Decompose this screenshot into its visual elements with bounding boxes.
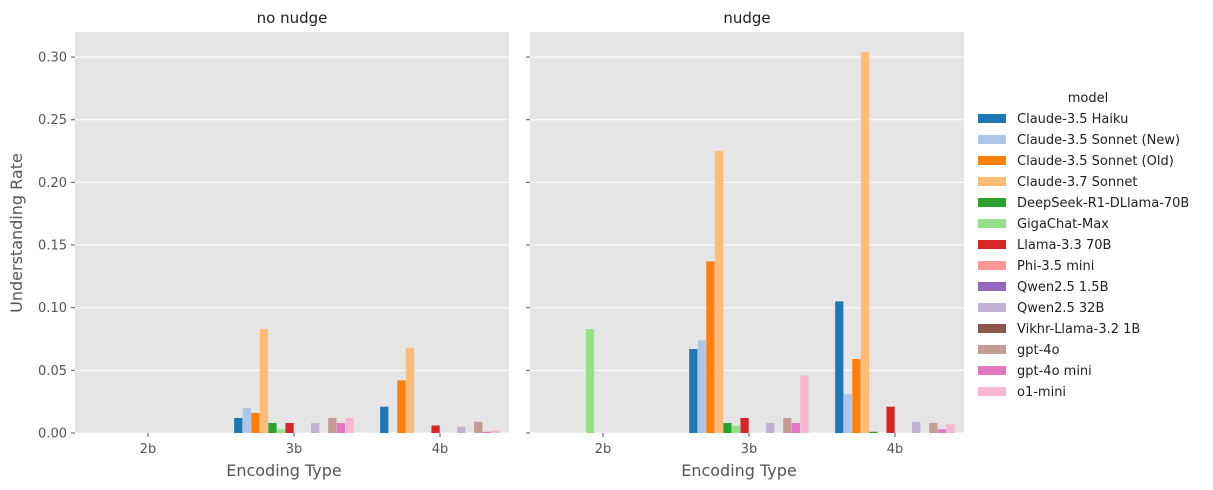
bar [251,412,260,433]
y-tick-label: 0.25 [38,113,67,128]
y-axis-label: Understanding Rate [7,153,26,313]
bar [242,407,251,433]
x-tick-label: 3b [741,442,758,457]
legend-swatch [978,303,1006,312]
legend-swatch [978,156,1006,165]
legend-swatch [978,240,1006,249]
legend-entry-label: Vikhr-Llama-3.2 1B [1017,322,1140,337]
bar [380,406,389,433]
y-tick-label: 0.00 [38,427,67,442]
bar [285,422,294,433]
legend-entry-label: GigaChat-Max [1017,217,1109,232]
bar [869,431,878,433]
legend-entry-label: Claude-3.5 Sonnet (Old) [1017,154,1174,169]
panel-title: no nudge [257,9,328,27]
x-axis-label: Encoding Type [226,461,342,480]
y-tick-label: 0.30 [38,51,67,66]
bar [397,380,406,433]
plot-background [75,32,509,433]
bar [800,375,809,433]
legend-swatch [978,114,1006,123]
bar [852,359,861,433]
legend-entry-label: Qwen2.5 1.5B [1017,280,1109,295]
bar [491,430,500,433]
bar [731,425,741,433]
bar [766,422,775,433]
legend-entry-label: Claude-3.5 Sonnet (New) [1017,133,1180,148]
bar [689,349,698,433]
bar [474,421,483,433]
legend-swatch [978,177,1006,186]
legend-entry-label: Claude-3.7 Sonnet [1017,175,1137,190]
bar [740,417,749,433]
x-tick-label: 2b [140,442,157,457]
legend-entry-label: Claude-3.5 Haiku [1017,112,1128,127]
x-tick-label: 4b [432,442,449,457]
y-tick-label: 0.20 [38,176,67,191]
x-tick-label: 4b [887,442,904,457]
legend-entry-label: Phi-3.5 mini [1017,259,1094,274]
bar [860,52,870,434]
legend-entry-label: Llama-3.3 70B [1017,238,1111,253]
legend-swatch [978,282,1006,291]
bar [929,422,938,433]
legend-entry-label: DeepSeek-R1-DLlama-70B [1017,196,1189,211]
bar [276,429,286,433]
bar [912,421,921,433]
bar [457,426,466,433]
bar [482,431,491,433]
bar [405,347,415,433]
plot-background [530,32,964,433]
legend-swatch [978,366,1006,375]
bar [886,406,895,433]
legend-swatch [978,198,1006,207]
y-tick-label: 0.15 [38,239,67,254]
bar [791,422,800,433]
x-tick-label: 3b [286,442,303,457]
bar [723,422,732,433]
bar [697,340,706,433]
legend-swatch [978,345,1006,354]
bar [234,417,243,433]
bar [585,328,595,433]
y-tick-label: 0.10 [38,301,67,316]
x-tick-label: 2b [595,442,612,457]
bar [835,301,844,433]
legend-entry-label: Qwen2.5 32B [1017,301,1104,316]
bar [843,394,852,433]
legend-swatch [978,324,1006,333]
facet-panel-nudge: nudge 2b 3b 4b Encoding Type [526,9,964,480]
bar [706,261,715,433]
bar [783,417,792,433]
bar [345,417,354,433]
legend: model Claude-3.5 Haiku Claude-3.5 Sonnet (… [978,91,1189,400]
legend-swatch [978,387,1006,396]
bar [714,151,724,433]
bar [946,424,955,433]
legend-title: model [1068,91,1108,106]
bar [259,328,269,433]
x-axis-label: Encoding Type [681,461,797,480]
legend-entry-label: gpt-4o mini [1017,364,1092,379]
legend-swatch [978,135,1006,144]
y-tick-label: 0.05 [38,364,67,379]
facet-panel-no-nudge: 0.00 0.05 0.10 0.15 0.20 0.25 0.30 no nudge 2b 3b… [38,9,509,480]
bar [268,422,277,433]
bar [311,422,320,433]
bar [431,425,440,433]
legend-swatch [978,261,1006,270]
legend-entry-label: o1-mini [1017,385,1066,400]
legend-swatch [978,219,1006,228]
legend-entry-label: gpt-4o [1017,343,1060,358]
bar [328,417,337,433]
panel-title: nudge [723,9,770,27]
bar [937,429,946,433]
bar [336,422,345,433]
